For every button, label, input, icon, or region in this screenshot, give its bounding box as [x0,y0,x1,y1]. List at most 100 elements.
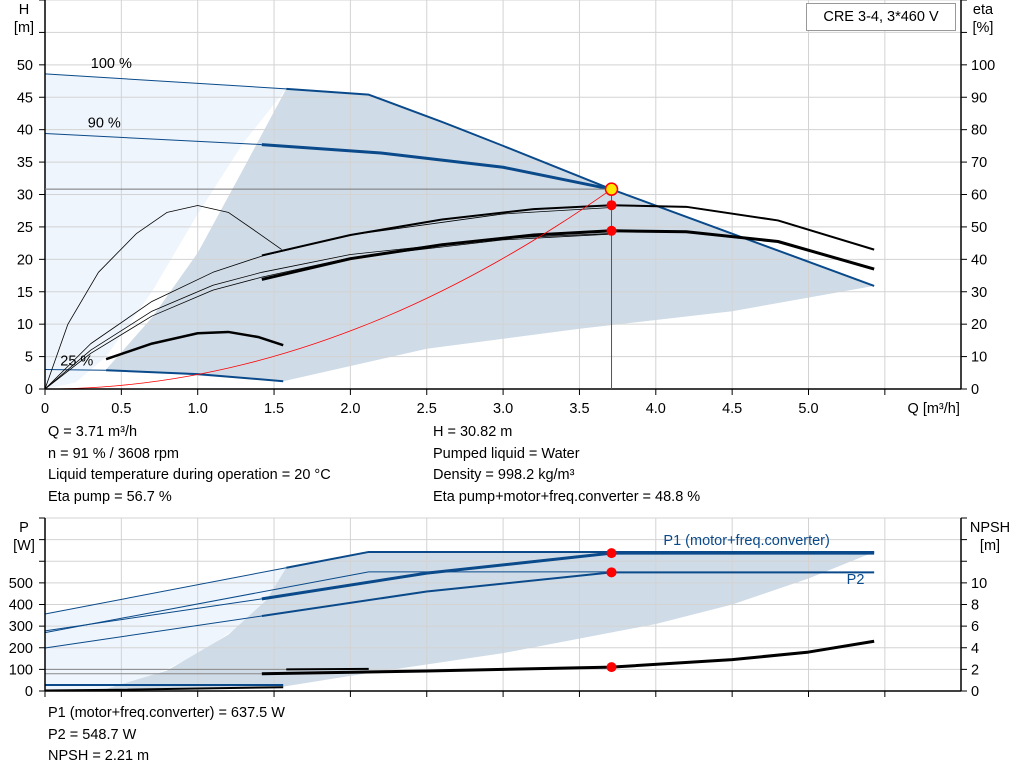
top-x-tick-label: 3.5 [569,401,589,417]
top-y-tick-label-right: 50 [971,220,987,236]
top-curve-system-curve [44,188,612,390]
top-y-tick-label-right: 10 [971,350,987,366]
duty-point-head [604,182,619,196]
top-y-tick-label: 5 [25,350,33,366]
top-region-light [45,73,287,389]
duty-point-p2 [606,567,617,578]
top-y-axis-label-left: H [19,2,29,18]
bottom-y-tick-label-right: 2 [971,662,979,678]
bottom-y-tick-label: 400 [9,598,33,614]
bottom-y-tick-label-right: 10 [971,576,987,592]
bottom-curve-npsh-100 [286,667,369,671]
bottom-y-axis-label-left: [W] [13,538,35,554]
info-flow: Q = 3.71 m³/h [48,424,138,440]
duty-point-eta-pump [606,200,617,211]
top-y-tick-label: 50 [17,58,33,74]
bottom-y-tick-label: 500 [9,576,33,592]
top-x-tick-label: 5.0 [798,401,818,417]
top-y-tick-label-right: 70 [971,155,987,171]
bottom-y-tick-label: 200 [9,641,33,657]
top-x-tick-label: 1.5 [264,401,284,417]
top-y-axis-label-left: [m] [14,20,34,36]
top-y-tick-label: 0 [25,382,33,398]
top-curve-eta-thin-arc [44,205,282,390]
top-x-tick-label: 2.0 [340,401,360,417]
top-curve-label: 100 % [91,56,132,72]
bottom-y-tick-label-right: 0 [971,684,979,700]
top-curve-label: 90 % [88,116,121,132]
top-y-tick-label-right: 40 [971,252,987,268]
top-y-tick-label: 40 [17,123,33,139]
top-y-axis-label-right: [%] [973,20,994,36]
duty-point-npsh [606,662,617,673]
bottom-curve-p1-90 [261,551,875,601]
bottom-y-tick-label: 300 [9,619,33,635]
top-y-tick-label-right: 80 [971,123,987,139]
info-top-left: Q = 3.71 m³/h n = 91 % / 3608 rpm Liquid… [48,422,331,508]
bottom-y-axis-label-right: [m] [980,538,1000,554]
top-curve-eta-pump [261,204,875,257]
top-y-tick-label: 45 [17,90,33,106]
top-x-tick-label: 1.0 [188,401,208,417]
top-y-tick-label: 10 [17,317,33,333]
bottom-curve-p2-90 [44,615,262,649]
duty-point-eta-total [606,225,617,236]
top-y-tick-label: 30 [17,188,33,204]
bottom-y-axis-label-right: NPSH [970,520,1010,536]
top-curve-pump-90 [261,143,612,191]
top-y-tick-label-right: 30 [971,285,987,301]
info-p2: P2 = 548.7 W [48,726,137,743]
info-liquid-temp: Liquid temperature during operation = 20… [48,467,331,483]
top-curve-eta-total [261,229,875,281]
top-curve-eta-thin [44,207,612,390]
top-y-tick-label: 25 [17,220,33,236]
info-bottom: P1 (motor+freq.converter) = 637.5 W P2 =… [48,703,285,768]
top-curve-eta-thin [44,233,612,390]
info-eta-pump: Eta pump = 56.7 % [48,488,172,505]
bottom-series-label: P2 [847,572,865,588]
duty-point-p1 [606,548,617,559]
bottom-y-tick-label-right: 4 [971,641,979,657]
top-y-tick-label-right: 100 [971,58,995,74]
bottom-curve-p2-90 [261,571,875,617]
bottom-region-dark [106,551,875,689]
top-y-tick-label: 15 [17,285,33,301]
top-x-tick-label: 2.5 [417,401,437,417]
top-y-tick-label-right: 20 [971,317,987,333]
top-x-tick-label: 3.0 [493,401,513,417]
top-y-axis-label-right: eta [973,2,994,18]
top-x-tick-label: 4.0 [646,401,666,417]
bottom-curve-npsh [261,639,875,676]
bottom-curve-p2-100 [44,571,612,634]
top-x-tick-label: 4.5 [722,401,742,417]
top-curve-pump-100 [44,73,287,90]
info-density: Density = 998.2 kg/m³ [433,467,575,483]
top-y-tick-label: 35 [17,155,33,171]
info-npsh: NPSH = 2.21 m [48,748,150,764]
top-x-tick-label: 0 [41,401,49,417]
top-curve-pump-25 [44,369,107,371]
bottom-y-tick-label-right: 8 [971,598,979,614]
bottom-curve-p1-100 [44,567,287,615]
bottom-y-axis-label-left: P [19,520,29,536]
info-top-right: H = 30.82 m Pumped liquid = Water Densit… [433,422,700,508]
info-speed: n = 91 % / 3608 rpm [48,445,179,462]
top-y-tick-label-right: 0 [971,382,979,398]
top-y-tick-label: 20 [17,252,33,268]
top-y-tick-label-right: 60 [971,188,987,204]
bottom-y-tick-label: 0 [25,684,33,700]
bottom-y-tick-label-right: 6 [971,619,979,635]
top-curve-eta-25 [105,330,284,361]
top-curve-label: 25 % [60,354,93,370]
info-p1: P1 (motor+freq.converter) = 637.5 W [48,705,285,721]
top-y-tick-label-right: 90 [971,90,987,106]
info-eta-total: Eta pump+motor+freq.converter = 48.8 % [433,488,701,505]
pump-legend-box: CRE 3-4, 3*460 V [806,3,956,31]
top-x-tick-label: 0.5 [111,401,131,417]
bottom-series-label: P1 (motor+freq.converter) [663,533,829,549]
bottom-y-tick-label: 100 [9,662,33,678]
info-head: H = 30.82 m [433,424,513,440]
top-x-axis-label: Q [m³/h] [908,401,960,417]
top-curve-pump-90 [44,133,262,146]
